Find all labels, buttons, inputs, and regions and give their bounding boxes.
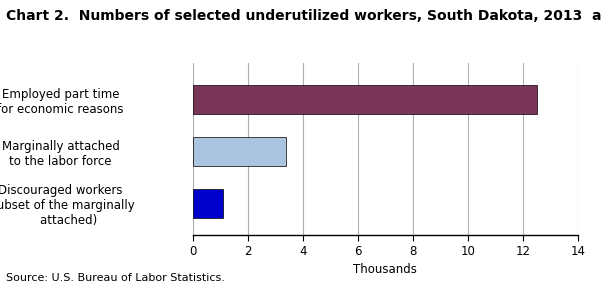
Text: Source: U.S. Bureau of Labor Statistics.: Source: U.S. Bureau of Labor Statistics. [6,273,225,283]
X-axis label: Thousands: Thousands [353,263,417,277]
Bar [193,137,286,166]
Bar [193,189,223,218]
Text: Chart 2.  Numbers of selected underutilized workers, South Dakota, 2013  annual : Chart 2. Numbers of selected underutiliz… [6,9,602,23]
Bar [193,85,536,114]
